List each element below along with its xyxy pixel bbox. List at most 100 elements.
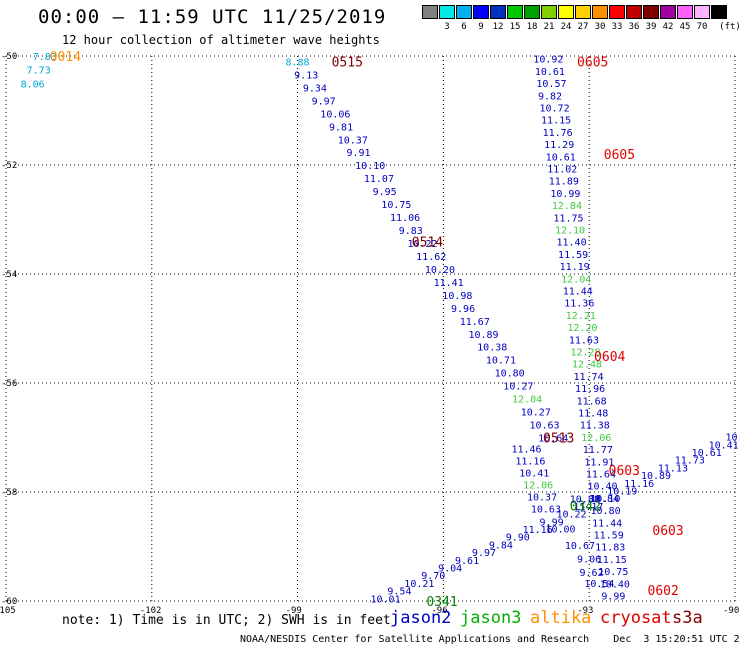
wave-height-value: 11.67	[460, 317, 490, 328]
wave-height-value: 11.16	[624, 479, 654, 490]
wave-height-value: 11.59	[558, 250, 588, 261]
color-swatch	[643, 5, 659, 19]
wave-height-value: 10.89	[468, 330, 498, 341]
wave-height-value: 11.29	[544, 140, 574, 151]
color-scale-tick: 21	[543, 22, 555, 32]
color-scale-tick: 24	[560, 22, 572, 32]
color-swatch	[575, 5, 591, 19]
wave-height-value: 9.97	[312, 96, 336, 107]
wave-height-value: 11.73	[675, 456, 705, 467]
page-subtitle: 12 hour collection of altimeter wave hei…	[62, 33, 380, 47]
wave-height-value: 9.06	[577, 554, 601, 565]
color-scale-unit: (ft)	[719, 22, 740, 32]
wave-height-value: 11.16	[523, 525, 553, 536]
color-swatch	[507, 5, 523, 19]
wave-height-value: 9.95	[373, 187, 397, 198]
wave-height-value: 7.73	[27, 66, 51, 77]
wave-height-value: 10.57	[536, 79, 566, 90]
wave-height-value: 11.16	[515, 456, 545, 467]
pass-time-label: 0605	[577, 55, 608, 70]
wave-height-value: 11.15	[597, 555, 627, 566]
legend-jason3: jason3	[460, 608, 522, 628]
color-swatch	[677, 5, 693, 19]
color-scale-tick: 12	[492, 22, 504, 32]
wave-height-value: 9.54	[387, 587, 411, 598]
wave-height-value: 11.44	[592, 518, 622, 529]
wave-height-value: 11.59	[594, 531, 624, 542]
wave-height-value: 9.34	[303, 83, 327, 94]
wave-height-value: 11.62	[416, 252, 446, 263]
wave-height-value: 11.77	[583, 445, 613, 456]
wave-height-value: 10.75	[598, 567, 628, 578]
wave-height-value: 12.04	[561, 274, 591, 285]
color-swatch	[422, 5, 438, 19]
wave-height-value: 9.62	[579, 568, 603, 579]
wave-height-value: 11.76	[543, 128, 573, 139]
pass-time-label: 0341	[426, 595, 457, 610]
wave-height-value: 11.63	[569, 335, 599, 346]
pass-time-label: 0014	[50, 50, 81, 65]
lat-tick-label: -60	[1, 597, 17, 607]
wave-height-value: 10.41	[519, 468, 549, 479]
color-scale-tick: 39	[645, 22, 657, 32]
wave-height-value: 10.27	[521, 408, 551, 419]
color-scale-tick: 36	[628, 22, 640, 32]
wave-height-value: 11.89	[549, 177, 579, 188]
wave-height-value: 11.64	[586, 470, 616, 481]
wave-height-value: 10.21	[404, 579, 434, 590]
color-swatch	[711, 5, 727, 19]
lon-tick-label: -93	[577, 606, 593, 616]
wave-height-value: 12.04	[512, 395, 542, 406]
pass-time-label: 0342	[570, 500, 601, 515]
wave-height-value: 11.48	[578, 409, 608, 420]
pass-time-label: 0513	[543, 432, 574, 447]
color-scale-tick: 15	[509, 22, 521, 32]
color-scale-tick: 30	[594, 22, 606, 32]
lat-tick-label: -54	[1, 270, 17, 280]
color-swatch	[694, 5, 710, 19]
color-scale-tick: 70	[696, 22, 708, 32]
wave-height-value: 9.99	[540, 517, 564, 528]
wave-height-value: 8.88	[285, 57, 309, 68]
legend-jason2: jason2	[390, 608, 452, 628]
lon-tick-label: -105	[0, 606, 16, 616]
wave-height-value: 10.00	[545, 524, 575, 535]
wave-height-value: 9.82	[538, 91, 562, 102]
wave-height-value: 11.74	[574, 372, 604, 383]
wave-height-value: 11.02	[547, 165, 577, 176]
lat-tick-label: -56	[1, 379, 17, 389]
wave-height-value: 10.61	[692, 448, 722, 459]
wave-height-value: 9.97	[472, 548, 496, 559]
color-scale-tick: 33	[611, 22, 623, 32]
wave-height-value: 11.19	[560, 262, 590, 273]
color-scale-tick: 6	[461, 22, 467, 32]
pass-time-label: 0605	[604, 148, 635, 163]
wave-height-value: 11.91	[584, 457, 614, 468]
footer-credit: NOAA/NESDIS Center for Satellite Applica…	[240, 634, 740, 645]
wave-height-value: 12.10	[555, 226, 585, 237]
wave-height-value: 9.99	[601, 592, 625, 603]
wave-height-value: 12.28	[570, 348, 600, 359]
color-swatch	[609, 5, 625, 19]
pass-time-label: 0514	[412, 235, 443, 250]
lon-tick-label: -96	[431, 606, 447, 616]
wave-height-value: 11.15	[541, 116, 571, 127]
color-swatch	[541, 5, 557, 19]
wave-height-value: 11.17	[573, 502, 603, 513]
wave-height-value: 11.96	[575, 384, 605, 395]
wave-height-value: 9.83	[399, 226, 423, 237]
wave-height-value: 12.06	[581, 433, 611, 444]
wave-height-value: 9.13	[294, 70, 318, 81]
lon-tick-label: -99	[286, 606, 302, 616]
color-scale-tick: 9	[478, 22, 484, 32]
color-swatch	[524, 5, 540, 19]
wave-height-value: 9.04	[438, 563, 462, 574]
lon-tick-label: -102	[140, 606, 162, 616]
pass-time-label: 0602	[648, 584, 679, 599]
wave-height-value: 9.61	[455, 556, 479, 567]
wave-height-value: 10.88	[570, 494, 600, 505]
wave-height-value: 10.06	[320, 109, 350, 120]
wave-height-value: 11.46	[511, 444, 541, 455]
wave-height-value: 10.80	[591, 506, 621, 517]
